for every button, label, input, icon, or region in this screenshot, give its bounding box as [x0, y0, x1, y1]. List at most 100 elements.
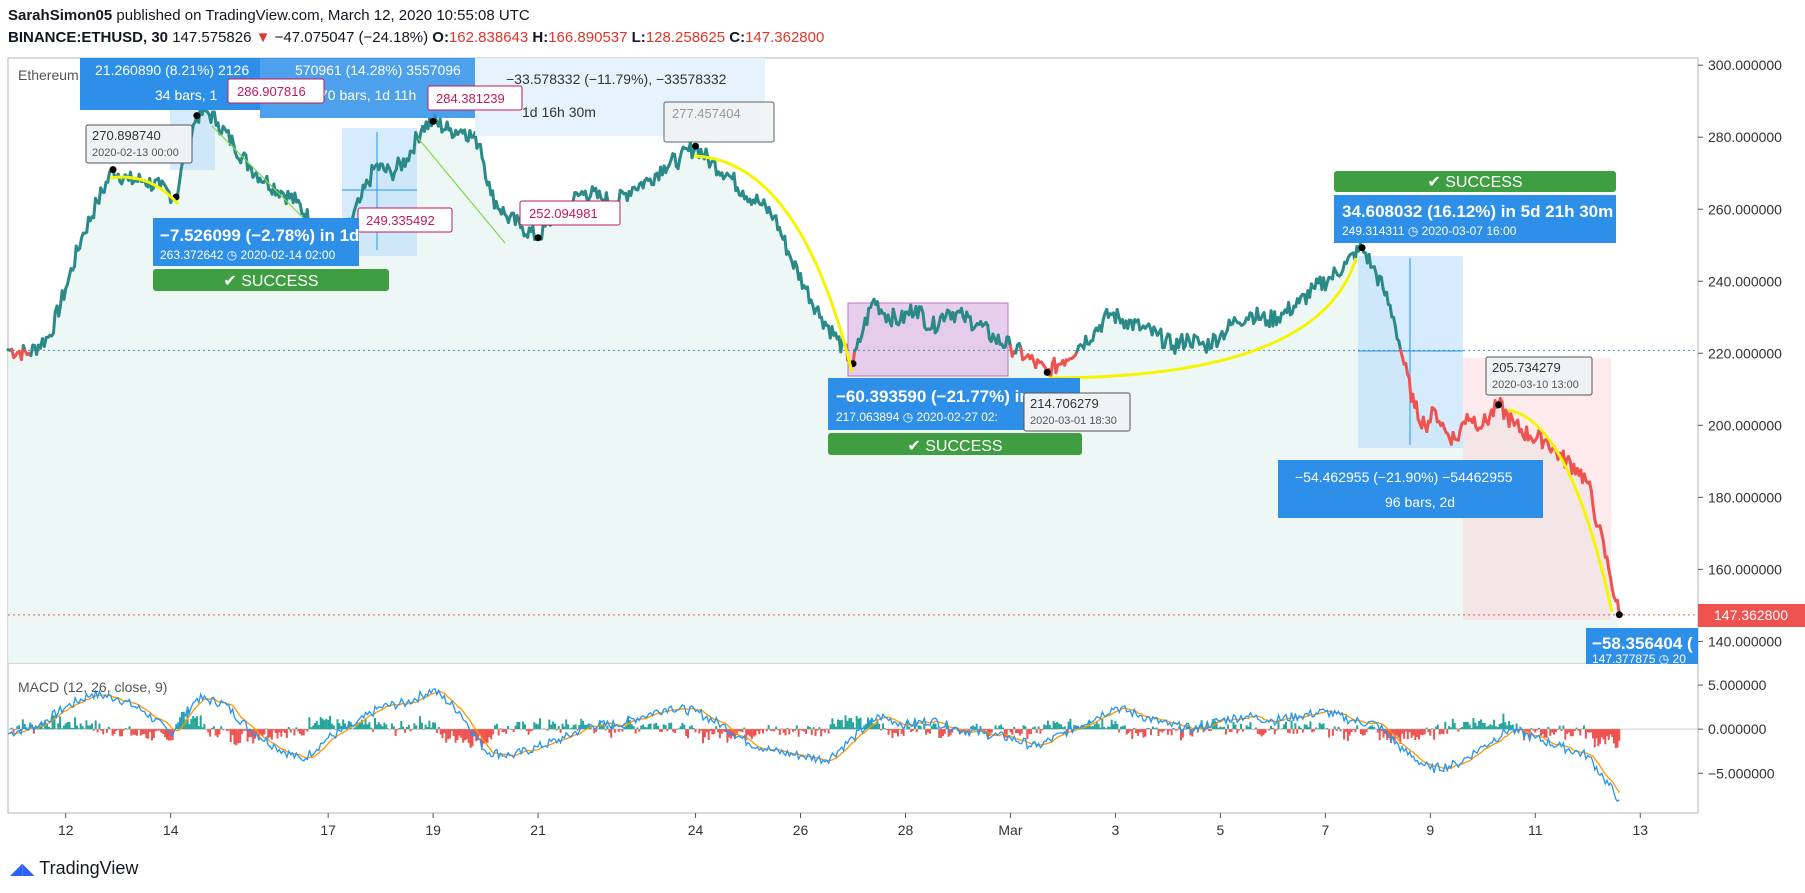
macd-label[interactable]: MACD (12, 26, close, 9)	[18, 679, 167, 695]
price-segment	[1404, 361, 1410, 376]
price-segment	[298, 202, 304, 215]
measure-box-1-main: −7.526099 (−2.78%) in 1d	[160, 226, 359, 245]
price-axis-label: 240.000000	[1708, 273, 1782, 289]
time-axis-label: 7	[1321, 822, 1329, 838]
tradingview-logo[interactable]: ◢◣ TradingView	[10, 858, 138, 879]
time-axis-label: 9	[1426, 822, 1434, 838]
price-segment	[216, 121, 222, 136]
low-label: L:	[631, 29, 646, 46]
price-segment	[1367, 252, 1373, 269]
price-segment	[1589, 489, 1595, 508]
measure-box-5-sub: 147.377875 ◷ 20	[1592, 652, 1686, 666]
top-box3-sub: 1d 16h 30m	[522, 104, 596, 120]
top-box1-sub: 34 bars, 1	[155, 87, 217, 103]
time-axis-label: Mar	[998, 822, 1022, 838]
price-segment	[806, 285, 811, 305]
measure-box-5	[1586, 628, 1698, 664]
pivot-dot	[534, 234, 542, 242]
macd-axis-label: 5.000000	[1708, 677, 1767, 693]
measure-box-3-main: 34.608032 (16.12%) in 5d 21h 30m	[1342, 202, 1613, 221]
label-286: 286.907816	[237, 84, 306, 99]
price-segment	[1190, 333, 1196, 349]
price-segment	[1379, 275, 1385, 290]
price-segment	[78, 236, 83, 250]
price-segment	[996, 333, 1002, 346]
time-axis-label: 21	[530, 822, 546, 838]
pivot-dot	[429, 117, 437, 125]
price-segment	[676, 157, 682, 171]
price-segment	[1434, 409, 1439, 424]
measure-box-2-main: −60.393590 (−21.77%) in	[836, 387, 1030, 406]
measure-box-1-sub: 263.372642 ◷ 2020-02-14 02:00	[160, 248, 336, 262]
label-284: 284.381239	[436, 91, 505, 106]
price-segment	[1206, 338, 1212, 351]
price-segment	[1609, 576, 1614, 591]
price-segment	[177, 167, 183, 185]
last-price-tag	[1698, 604, 1805, 627]
macd-axis-label: 0.000000	[1708, 721, 1767, 737]
price-segment	[1278, 311, 1284, 324]
label-214: 214.706279	[1030, 396, 1099, 411]
price-change: −47.075047 (−24.18%)	[274, 29, 429, 46]
price-axis-label: 180.000000	[1708, 489, 1782, 505]
trend-line-2	[417, 137, 506, 244]
price-segment	[73, 244, 78, 268]
last-price-tag-text: 147.362800	[1714, 607, 1788, 623]
pivot-dot	[692, 142, 699, 150]
price-segment	[52, 310, 57, 335]
pivot-dot	[193, 112, 201, 120]
price-segment	[902, 310, 907, 324]
price-segment	[986, 323, 991, 341]
price-segment	[209, 110, 215, 124]
label-249: 249.335492	[366, 213, 435, 228]
down-triangle-icon: ▼	[255, 29, 271, 46]
success-badge-2	[828, 433, 1082, 455]
price-segment	[799, 272, 804, 290]
time-axis-label: 19	[425, 822, 441, 838]
price-segment	[652, 172, 657, 187]
publish-info: published on TradingView.com, March 12, …	[116, 7, 530, 24]
price-axis-label: 280.000000	[1708, 129, 1782, 145]
time-axis-label: 14	[163, 822, 179, 838]
time-axis-label: 24	[688, 822, 704, 838]
price-segment	[92, 196, 97, 220]
arrow-4	[1507, 408, 1614, 613]
arrow-2	[693, 154, 854, 373]
price-segment	[1385, 290, 1390, 306]
pivot-dot	[1495, 401, 1503, 409]
price-axis-label: 140.000000	[1708, 633, 1782, 649]
measure-box-4-sub: 96 bars, 2d	[1385, 494, 1455, 510]
time-axis-label: 5	[1216, 822, 1224, 838]
top-box2-sub: 70 bars, 1d 11h	[320, 87, 416, 103]
price-segment	[1456, 429, 1462, 442]
price-segment	[932, 315, 937, 335]
time-axis-label: 12	[58, 822, 74, 838]
close-label: C:	[729, 29, 746, 46]
price-segment	[783, 234, 788, 256]
pivot-dot	[1615, 611, 1623, 619]
price-segment	[1388, 304, 1394, 319]
price-segment	[571, 191, 577, 204]
time-axis-label: 11	[1528, 822, 1543, 838]
price-segment	[968, 315, 974, 332]
price-segment	[1091, 330, 1096, 343]
price-segment	[1591, 504, 1597, 521]
price-segment	[673, 153, 678, 168]
close-value: 147.362800	[745, 29, 825, 46]
label-252: 252.094981	[529, 206, 598, 221]
price-segment	[1472, 415, 1478, 429]
price-axis-label: 200.000000	[1708, 417, 1782, 433]
top-box3-text: −33.578332 (−11.79%), −33578332	[506, 71, 727, 87]
price-segment	[953, 311, 958, 324]
price-segment	[1007, 335, 1012, 348]
price-segment	[57, 303, 62, 318]
tradingview-brand: TradingView	[39, 858, 139, 878]
measure-box-3	[1334, 195, 1616, 243]
time-axis-label: 26	[793, 822, 809, 838]
price-segment	[1425, 419, 1431, 433]
price-segment	[1287, 301, 1292, 317]
price-segment	[540, 221, 545, 241]
author-name[interactable]: SarahSimon05	[8, 7, 113, 24]
price-segment	[1397, 339, 1403, 352]
